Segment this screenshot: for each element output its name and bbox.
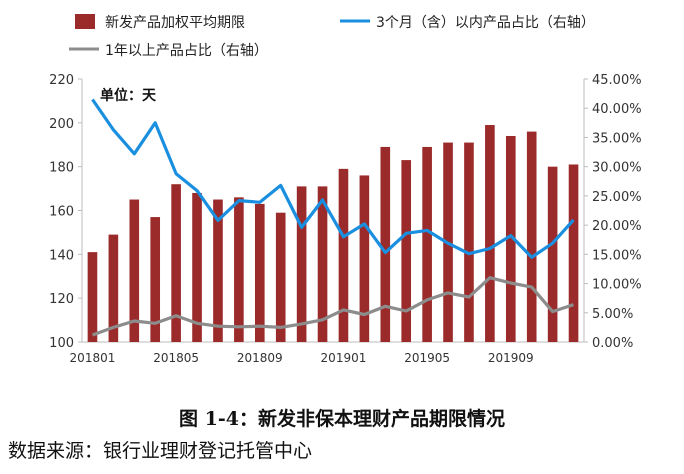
left-tick-label: 160	[49, 205, 74, 220]
bar-201902	[359, 175, 370, 342]
legend-label: 3个月（含）以内产品占比（右轴）	[376, 15, 595, 31]
bar-201811	[296, 186, 307, 342]
x-tick-label: 201901	[321, 351, 367, 365]
legend-label: 新发产品加权平均期限	[105, 15, 245, 31]
left-tick-label: 200	[49, 117, 74, 132]
x-tick-label: 201801	[70, 351, 116, 365]
bar-201909	[505, 135, 516, 342]
bar-201804	[150, 217, 161, 342]
bar-201801	[87, 252, 98, 342]
right-tick-label: 25.00%	[592, 190, 642, 205]
bar-201803	[129, 199, 140, 342]
legend-label: 1年以上产品占比（右轴）	[105, 43, 268, 59]
right-tick-label: 0.00%	[592, 336, 633, 351]
bar-201907	[464, 142, 474, 342]
short-term-share-line	[91, 98, 575, 259]
x-tick-label: 201805	[153, 351, 199, 365]
bar-201808	[234, 197, 244, 342]
right-tick-label: 15.00%	[592, 248, 642, 263]
bar-201809	[254, 203, 265, 342]
x-tick-label: 201809	[237, 351, 283, 365]
bar-201901	[338, 168, 349, 342]
right-tick-label: 40.00%	[592, 102, 642, 117]
right-tick-label: 20.00%	[592, 219, 642, 234]
right-tick-label: 5.00%	[592, 307, 633, 322]
bar-201911	[547, 166, 558, 342]
right-tick-label: 10.00%	[592, 278, 642, 293]
figure-caption: 图 1-4：新发非保本理财产品期限情况	[179, 408, 505, 430]
left-tick-label: 100	[49, 336, 74, 351]
bar-201910	[526, 131, 537, 342]
bar-201912	[568, 164, 579, 342]
left-tick-label: 220	[49, 73, 74, 88]
bar-201903	[380, 146, 391, 342]
right-tick-label: 30.00%	[592, 161, 642, 176]
x-tick-label: 201909	[488, 351, 534, 365]
left-tick-label: 140	[49, 248, 74, 263]
legend-swatch-bar	[75, 14, 95, 29]
right-tick-label: 35.00%	[592, 131, 642, 146]
bar-201806	[192, 192, 202, 342]
chart: 100 120 140 160 180 200 220 0.00% 5.00% 10.00% 15.…	[49, 14, 642, 365]
bar-201904	[401, 160, 412, 342]
right-tick-label: 45.00%	[592, 73, 642, 88]
bar-201810	[275, 212, 286, 342]
bar-201807	[213, 199, 223, 342]
bar-201812	[317, 186, 328, 342]
data-source: 数据来源：银行业理财登记托管中心	[8, 440, 313, 462]
bar-201908	[485, 125, 495, 343]
left-tick-label: 180	[49, 161, 74, 176]
unit-note: 单位：天	[100, 87, 157, 104]
bar-201802	[108, 234, 119, 342]
bar-201805	[171, 184, 181, 342]
left-tick-label: 120	[49, 292, 74, 307]
x-tick-label: 201905	[404, 351, 450, 365]
long-term-share-line	[91, 276, 575, 337]
bar-201905	[422, 146, 432, 342]
